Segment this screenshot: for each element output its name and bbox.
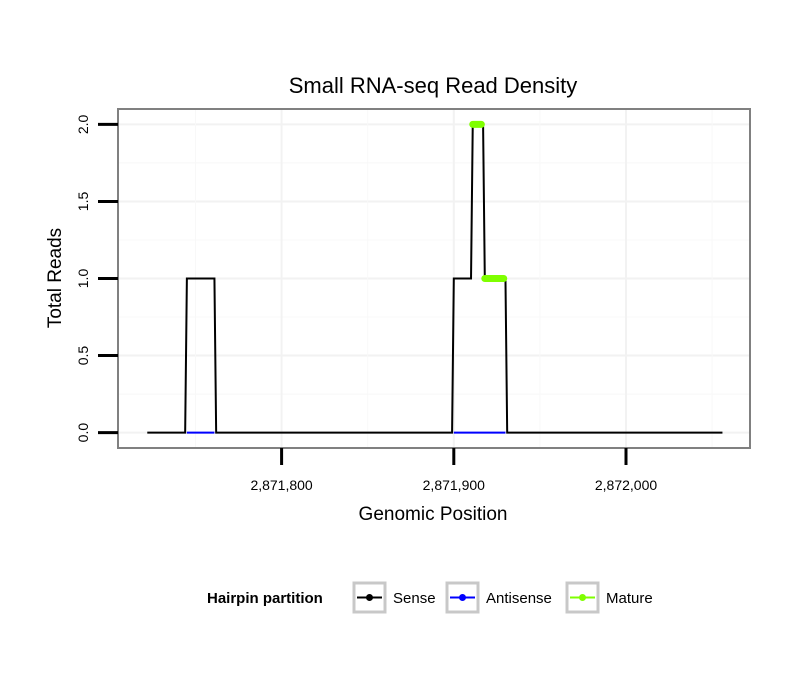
legend-title: Hairpin partition <box>207 590 323 607</box>
legend-key-point <box>459 594 466 601</box>
legend-label-antisense: Antisense <box>486 590 552 607</box>
y-axis-title: Total Reads <box>45 228 66 328</box>
plot-panel <box>117 108 751 449</box>
y-tick-label: 2.0 <box>75 114 91 134</box>
legend-key-point <box>579 594 586 601</box>
legend-label-sense: Sense <box>393 590 436 607</box>
legend-item-sense: Sense <box>352 581 436 614</box>
legend: Hairpin partition Sense Antisense Mature <box>207 581 653 614</box>
legend-item-mature: Mature <box>565 581 653 614</box>
legend-key-point <box>366 594 373 601</box>
legend-item-antisense: Antisense <box>445 581 552 614</box>
y-tick-label: 1.0 <box>75 269 91 289</box>
legend-items: Sense Antisense Mature <box>352 581 653 614</box>
legend-label-mature: Mature <box>606 590 653 607</box>
y-tick-label: 0.5 <box>75 346 91 366</box>
y-axis: 0.0 0.5 1.0 1.5 2.0 <box>75 114 118 442</box>
y-tick-label: 1.5 <box>75 192 91 212</box>
chart-title: Small RNA-seq Read Density <box>289 73 578 98</box>
x-axis-title: Genomic Position <box>359 504 508 525</box>
x-tick-label: 2,871,900 <box>423 477 485 493</box>
x-axis: 2,871,800 2,871,900 2,872,000 <box>250 448 657 493</box>
y-tick-label: 0.0 <box>75 423 91 443</box>
series-layer <box>147 120 723 434</box>
x-tick-label: 2,871,800 <box>250 477 312 493</box>
x-tick-label: 2,872,000 <box>595 477 657 493</box>
